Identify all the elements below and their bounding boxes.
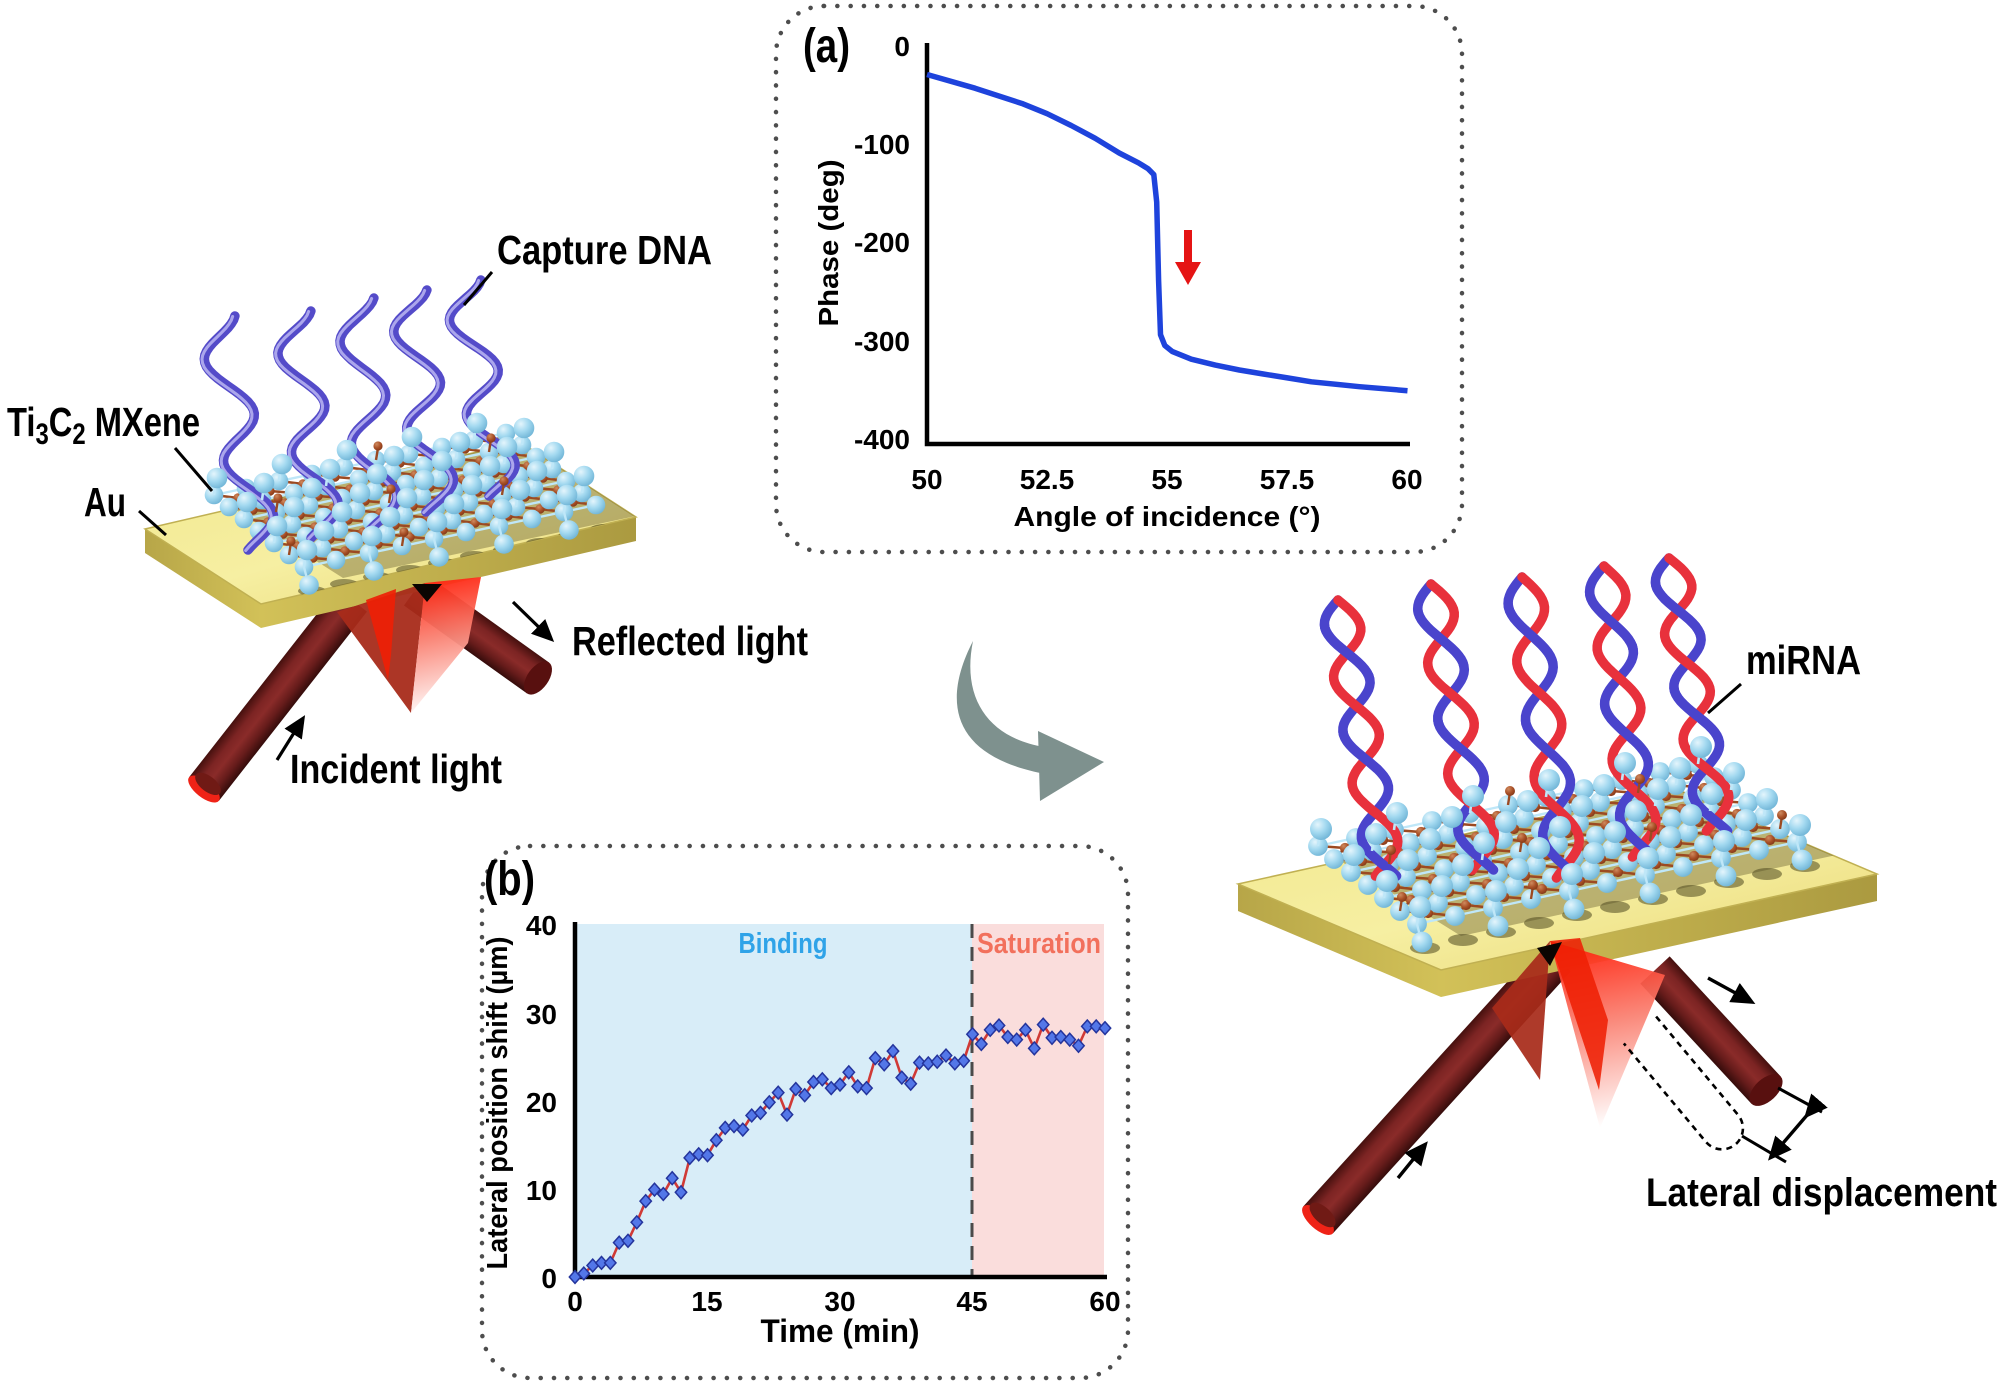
svg-text:-200: -200 [854, 227, 910, 258]
svg-text:Saturation: Saturation [977, 928, 1101, 960]
svg-text:60: 60 [1089, 1286, 1120, 1317]
svg-text:Angle of incidence (°): Angle of incidence (°) [1014, 501, 1321, 532]
svg-text:-100: -100 [854, 129, 910, 160]
svg-text:30: 30 [526, 999, 557, 1030]
svg-text:-300: -300 [854, 326, 910, 357]
svg-text:50: 50 [911, 464, 942, 495]
svg-text:15: 15 [691, 1286, 722, 1317]
svg-text:Incident light: Incident light [290, 746, 502, 792]
svg-text:-400: -400 [854, 424, 910, 455]
svg-text:Phase (deg): Phase (deg) [813, 160, 844, 327]
svg-text:Lateral displacement: Lateral displacement [1646, 1171, 1997, 1215]
svg-text:57.5: 57.5 [1260, 464, 1315, 495]
svg-text:(b): (b) [484, 853, 535, 906]
svg-text:55: 55 [1151, 464, 1182, 495]
svg-text:0: 0 [894, 31, 910, 62]
svg-text:52.5: 52.5 [1020, 464, 1075, 495]
svg-text:(a): (a) [803, 20, 850, 73]
svg-text:10: 10 [526, 1175, 557, 1206]
svg-text:Reflected light: Reflected light [572, 618, 808, 664]
svg-text:0: 0 [567, 1286, 583, 1317]
svg-text:45: 45 [956, 1286, 987, 1317]
svg-text:0: 0 [541, 1263, 557, 1294]
svg-text:miRNA: miRNA [1746, 637, 1861, 683]
svg-text:Binding: Binding [739, 928, 828, 960]
svg-text:Capture DNA: Capture DNA [497, 227, 712, 273]
svg-text:30: 30 [824, 1286, 855, 1317]
svg-text:Lateral position shift (µm): Lateral position shift (µm) [482, 937, 514, 1270]
svg-text:60: 60 [1391, 464, 1422, 495]
svg-text:40: 40 [526, 910, 557, 941]
svg-text:Ti3C2 MXene: Ti3C2 MXene [7, 399, 200, 451]
svg-text:20: 20 [526, 1087, 557, 1118]
svg-text:Time (min): Time (min) [761, 1313, 920, 1349]
svg-text:Au: Au [84, 479, 126, 525]
